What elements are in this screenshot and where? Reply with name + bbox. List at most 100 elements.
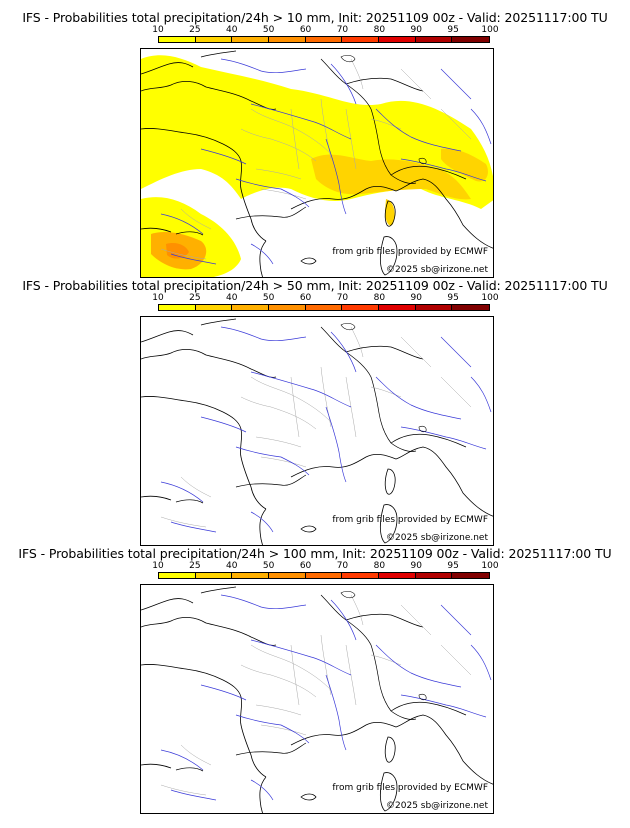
scale-tick-label: 60 bbox=[299, 293, 312, 303]
scale-tick-label: 90 bbox=[410, 25, 422, 35]
color-scale: 10 25 40 50 60 70 80 90 95 100 bbox=[152, 561, 499, 584]
credit-copyright: ©2025 sb@irizone.net bbox=[386, 265, 488, 275]
scale-segment bbox=[452, 573, 490, 578]
probability-map bbox=[141, 586, 493, 813]
scale-tick-label: 40 bbox=[226, 561, 238, 571]
sardinia-coast bbox=[379, 504, 398, 544]
credit-source: from grib files provided by ECMWF bbox=[332, 247, 488, 257]
scale-tick-label: 25 bbox=[189, 293, 201, 303]
map-frame: from grib files provided by ECMWF ©2025 … bbox=[140, 48, 494, 278]
scale-segment bbox=[415, 37, 453, 42]
coastline bbox=[141, 586, 493, 813]
lakes bbox=[340, 590, 427, 701]
precip-area-spain-peak bbox=[166, 242, 189, 259]
scale-segment bbox=[159, 573, 196, 578]
scale-tick-label: 50 bbox=[262, 561, 275, 571]
scale-segment bbox=[269, 305, 306, 310]
national-borders bbox=[235, 326, 467, 488]
credit-source: from grib files provided by ECMWF bbox=[332, 783, 488, 793]
scale-segment bbox=[379, 305, 416, 310]
scale-tick-label: 95 bbox=[447, 25, 459, 35]
regional-borders bbox=[160, 58, 472, 260]
scale-tick-label: 70 bbox=[336, 25, 349, 35]
scale-tick-label: 40 bbox=[226, 25, 238, 35]
scale-segment bbox=[452, 305, 490, 310]
rivers bbox=[160, 58, 492, 265]
regional-borders bbox=[160, 326, 472, 528]
probability-map bbox=[141, 318, 493, 545]
scale-segment bbox=[232, 573, 270, 578]
scale-tick-label: 40 bbox=[226, 293, 238, 303]
scale-segment bbox=[452, 37, 490, 42]
national-borders bbox=[235, 594, 467, 756]
scale-segment bbox=[159, 37, 196, 42]
probability-map bbox=[141, 50, 493, 277]
scale-segment bbox=[305, 573, 343, 578]
scale-tick-label: 60 bbox=[299, 25, 312, 35]
scale-tick-label: 50 bbox=[262, 25, 275, 35]
scale-labels: 10 25 40 50 60 70 80 90 95 100 bbox=[152, 293, 498, 303]
panel-title: IFS - Probabilities total precipitation/… bbox=[22, 278, 608, 293]
scale-segment bbox=[159, 305, 196, 310]
balearic-coast bbox=[300, 793, 317, 801]
precip-area-corsica bbox=[385, 199, 395, 226]
rivers bbox=[160, 326, 492, 533]
scale-bar bbox=[158, 36, 490, 43]
scale-tick-label: 100 bbox=[481, 25, 499, 35]
regional-borders bbox=[160, 594, 472, 796]
scale-segment bbox=[269, 573, 306, 578]
scale-segment bbox=[342, 37, 380, 42]
coastline bbox=[141, 50, 493, 277]
scale-tick-label: 70 bbox=[336, 561, 349, 571]
credit-copyright: ©2025 sb@irizone.net bbox=[386, 533, 488, 543]
geography bbox=[141, 318, 493, 545]
corsica-coast bbox=[384, 200, 396, 227]
scale-segment bbox=[195, 573, 233, 578]
balearic-coast bbox=[300, 257, 317, 265]
scale-tick-label: 90 bbox=[410, 293, 422, 303]
scale-tick-label: 50 bbox=[262, 293, 275, 303]
precip-area-east bbox=[441, 148, 488, 182]
scale-segment bbox=[342, 573, 380, 578]
lakes bbox=[340, 322, 427, 433]
scale-segment bbox=[342, 305, 380, 310]
scale-segment bbox=[305, 305, 343, 310]
rivers bbox=[160, 594, 492, 801]
scale-tick-label: 95 bbox=[447, 561, 459, 571]
geography bbox=[141, 586, 493, 813]
precip-area-channel bbox=[141, 76, 181, 108]
sardinia-coast bbox=[379, 772, 398, 812]
map-frame: from grib files provided by ECMWF ©2025 … bbox=[140, 584, 494, 814]
scale-tick-label: 60 bbox=[299, 561, 312, 571]
scale-labels: 10 25 40 50 60 70 80 90 95 100 bbox=[152, 25, 498, 35]
panel-title: IFS - Probabilities total precipitation/… bbox=[18, 546, 612, 561]
panel-100mm: IFS - Probabilities total precipitation/… bbox=[0, 546, 630, 816]
credit-copyright: ©2025 sb@irizone.net bbox=[386, 801, 488, 811]
corsica-coast bbox=[384, 468, 396, 495]
panel-10mm: IFS - Probabilities total precipitation/… bbox=[0, 10, 630, 280]
scale-bar bbox=[158, 572, 490, 579]
scale-tick-label: 100 bbox=[481, 561, 499, 571]
coastline bbox=[141, 318, 493, 545]
sardinia-coast bbox=[379, 236, 398, 276]
scale-segment bbox=[232, 305, 270, 310]
map-frame: from grib files provided by ECMWF ©2025 … bbox=[140, 316, 494, 546]
color-scale: 10 25 40 50 60 70 80 90 95 100 bbox=[152, 25, 499, 48]
scale-segment bbox=[269, 37, 306, 42]
scale-segment bbox=[305, 37, 343, 42]
precip-area-alps bbox=[311, 154, 471, 200]
scale-segment bbox=[379, 573, 416, 578]
lakes bbox=[340, 54, 427, 165]
scale-tick-label: 25 bbox=[189, 25, 201, 35]
scale-tick-label: 70 bbox=[336, 293, 349, 303]
precip-overlay bbox=[141, 55, 493, 277]
credit-source: from grib files provided by ECMWF bbox=[332, 515, 488, 525]
scale-tick-label: 10 bbox=[152, 25, 164, 35]
scale-tick-label: 95 bbox=[447, 293, 459, 303]
scale-tick-label: 80 bbox=[373, 561, 386, 571]
scale-bar bbox=[158, 304, 490, 311]
corsica-coast bbox=[384, 736, 396, 763]
balearic-coast bbox=[300, 525, 317, 533]
scale-segment bbox=[232, 37, 270, 42]
geography bbox=[141, 50, 493, 277]
